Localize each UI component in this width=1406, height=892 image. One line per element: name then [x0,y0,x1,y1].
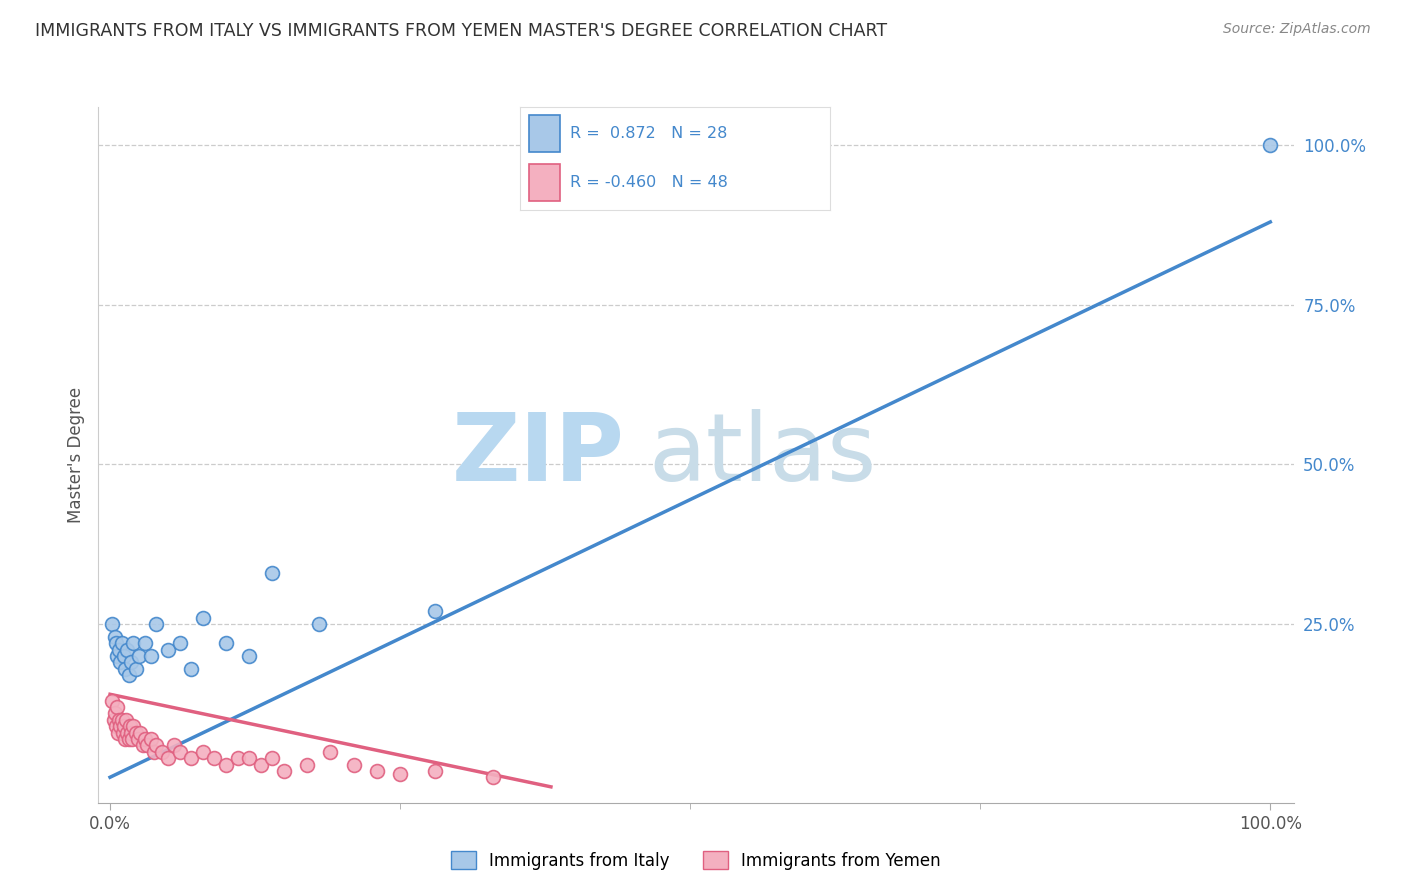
Point [131,739,153,753]
Point [250,757,273,772]
Point [482,770,505,784]
Point [112,719,135,733]
Point [104,630,127,644]
Point [157,751,180,765]
Point [112,648,135,663]
Point [108,713,131,727]
Point [308,617,330,632]
Point [136,739,159,753]
Point [1258,138,1281,153]
Point [104,706,127,721]
Point [101,617,124,632]
Point [145,617,167,632]
Text: IMMIGRANTS FROM ITALY VS IMMIGRANTS FROM YEMEN MASTER'S DEGREE CORRELATION CHART: IMMIGRANTS FROM ITALY VS IMMIGRANTS FROM… [35,22,887,40]
Point [128,648,150,663]
Point [103,713,125,727]
Point [423,764,446,778]
Point [127,731,149,746]
Point [122,636,145,650]
Point [122,719,145,733]
Point [115,713,138,727]
Point [110,719,132,733]
Point [139,648,162,663]
Point [117,725,139,739]
Text: atlas: atlas [648,409,876,501]
Point [120,656,142,670]
Point [134,731,156,746]
Point [366,764,388,778]
Point [238,751,260,765]
Point [117,642,139,657]
Bar [530,164,561,202]
Point [105,648,128,663]
Point [423,604,446,618]
Point [262,751,284,765]
Point [157,642,180,657]
Point [180,662,202,676]
Point [163,739,186,753]
Y-axis label: Master's Degree: Master's Degree [66,387,84,523]
Point [110,656,132,670]
Point [118,719,141,733]
Point [121,731,143,746]
Point [143,745,166,759]
Point [169,745,191,759]
Point [150,745,173,759]
Point [139,731,162,746]
Point [180,751,202,765]
Point [389,767,412,781]
Legend: Immigrants from Italy, Immigrants from Yemen: Immigrants from Italy, Immigrants from Y… [443,843,949,878]
Point [114,731,136,746]
Point [204,751,226,765]
Bar [530,115,561,153]
Text: R =  0.872   N = 28: R = 0.872 N = 28 [569,126,727,141]
Point [169,636,191,650]
Point [111,713,134,727]
Point [226,751,249,765]
Point [273,764,295,778]
Point [129,725,152,739]
Point [262,566,284,580]
Point [124,662,146,676]
Text: Source: ZipAtlas.com: Source: ZipAtlas.com [1223,22,1371,37]
Point [105,700,128,714]
Point [343,757,366,772]
Point [114,662,136,676]
Text: ZIP: ZIP [451,409,624,501]
Point [111,636,134,650]
Point [101,694,124,708]
Point [215,757,238,772]
Point [297,757,319,772]
Text: R = -0.460   N = 48: R = -0.460 N = 48 [569,176,727,191]
Point [107,725,129,739]
Point [104,719,127,733]
Point [124,725,146,739]
Point [238,648,260,663]
Point [120,725,142,739]
Point [191,610,214,624]
Point [117,668,139,682]
Point [215,636,238,650]
Point [319,745,342,759]
Point [191,745,214,759]
Point [104,636,127,650]
Point [145,739,167,753]
Point [117,731,139,746]
Point [134,636,156,650]
Point [111,725,134,739]
Point [108,642,131,657]
